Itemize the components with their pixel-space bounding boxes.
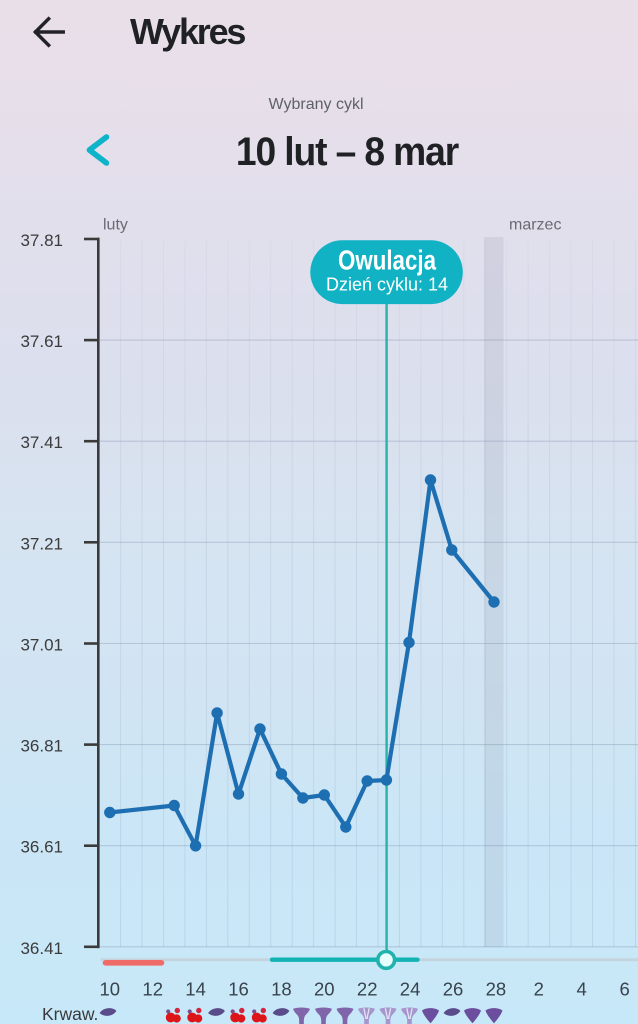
svg-text:Owulacja: Owulacja bbox=[338, 245, 436, 276]
svg-text:20: 20 bbox=[314, 979, 335, 1000]
svg-text:marzec: marzec bbox=[509, 217, 561, 234]
svg-text:16: 16 bbox=[228, 979, 249, 1000]
svg-text:2: 2 bbox=[534, 979, 544, 1000]
svg-text:10: 10 bbox=[100, 979, 121, 1000]
svg-text:28: 28 bbox=[486, 979, 507, 1000]
svg-text:37.81: 37.81 bbox=[20, 231, 63, 250]
svg-text:36.61: 36.61 bbox=[20, 838, 63, 857]
svg-text:6: 6 bbox=[619, 979, 629, 1000]
svg-text:14: 14 bbox=[185, 979, 206, 1000]
svg-text:luty: luty bbox=[103, 217, 128, 234]
svg-text:37.21: 37.21 bbox=[20, 534, 63, 553]
svg-text:37.01: 37.01 bbox=[20, 636, 63, 655]
svg-text:37.61: 37.61 bbox=[20, 332, 63, 351]
svg-text:4: 4 bbox=[577, 979, 587, 1000]
svg-text:26: 26 bbox=[443, 979, 464, 1000]
svg-text:24: 24 bbox=[400, 979, 421, 1000]
svg-text:37.41: 37.41 bbox=[20, 433, 63, 452]
svg-text:36.41: 36.41 bbox=[20, 939, 63, 958]
svg-text:18: 18 bbox=[271, 979, 292, 1000]
svg-text:12: 12 bbox=[142, 979, 163, 1000]
svg-text:36.81: 36.81 bbox=[20, 737, 63, 756]
svg-text:Dzień cyklu: 14: Dzień cyklu: 14 bbox=[326, 275, 448, 295]
svg-text:22: 22 bbox=[357, 979, 378, 1000]
svg-text:Krwaw.: Krwaw. bbox=[42, 1004, 98, 1024]
